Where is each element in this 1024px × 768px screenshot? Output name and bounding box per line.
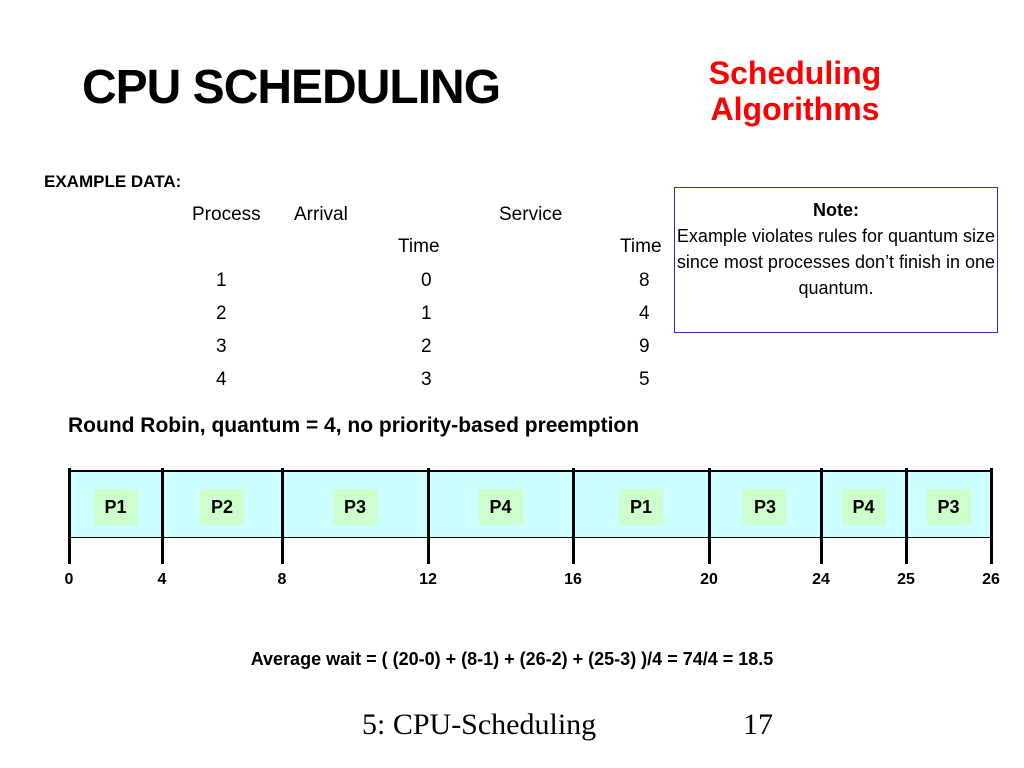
gantt-process-label: P1	[93, 489, 138, 525]
gantt-tick-label: 8	[277, 571, 287, 588]
gantt-process-label: P2	[200, 489, 244, 525]
table-subheader-service-time: Time	[620, 236, 662, 257]
gantt-tick	[67, 468, 71, 564]
subtitle-line-1: Scheduling	[708, 55, 882, 91]
gantt-tick	[819, 468, 823, 564]
note-box: Note: Example violates rules for quantum…	[674, 187, 998, 333]
table-header-process: Process	[192, 204, 261, 225]
note-heading: Note:	[813, 200, 859, 220]
gantt-tick-label: 16	[564, 571, 582, 588]
gantt-process-label: P1	[619, 489, 663, 525]
gantt-tick	[160, 468, 164, 564]
table-header-arrival: Arrival	[294, 204, 348, 225]
table-cell: 3	[216, 336, 227, 357]
gantt-process-label: P4	[841, 489, 886, 525]
gantt-tick	[707, 468, 711, 564]
gantt-tick	[280, 468, 284, 564]
footer-title: 5: CPU-Scheduling	[362, 708, 597, 741]
table-cell: 5	[639, 369, 650, 390]
table-header-service: Service	[499, 204, 563, 225]
slide-subtitle: Scheduling Algorithms	[660, 55, 930, 127]
table-cell: 0	[421, 270, 432, 291]
table-cell: 1	[421, 303, 432, 324]
table-cell: 4	[216, 369, 227, 390]
gantt-tick-label: 4	[157, 571, 167, 588]
gantt-process-label: P3	[743, 489, 787, 525]
gantt-tick-label: 25	[897, 571, 915, 588]
table-cell: 3	[421, 369, 432, 390]
table-cell: 9	[639, 336, 650, 357]
gantt-tick-label: 20	[700, 571, 718, 588]
gantt-tick-label: 24	[812, 571, 830, 588]
table-cell: 2	[216, 303, 227, 324]
gantt-tick	[989, 468, 993, 564]
table-cell: 4	[639, 303, 650, 324]
gantt-tick	[426, 468, 430, 564]
gantt-process-label: P3	[926, 489, 971, 525]
table-cell: 8	[639, 270, 650, 291]
example-data-label: EXAMPLE DATA:	[44, 172, 182, 191]
gantt-process-label: P3	[333, 489, 377, 525]
gantt-tick-label: 26	[982, 571, 1000, 588]
table-subheader-arrival-time: Time	[398, 236, 440, 257]
gantt-tick	[904, 468, 908, 564]
table-cell: 1	[216, 270, 227, 291]
gantt-tick	[571, 468, 575, 564]
gantt-tick-label: 12	[419, 571, 437, 588]
average-wait-formula: Average wait = ( (20-0) + (8-1) + (26-2)…	[250, 649, 774, 669]
note-body: Example violates rules for quantum size …	[676, 226, 996, 298]
table-cell: 2	[421, 336, 432, 357]
round-robin-title: Round Robin, quantum = 4, no priority-ba…	[68, 414, 640, 437]
slide-title: CPU SCHEDULING	[82, 61, 501, 114]
subtitle-line-2: Algorithms	[710, 91, 880, 127]
page-number: 17	[743, 708, 773, 741]
gantt-tick-label: 0	[64, 571, 74, 588]
gantt-process-label: P4	[478, 489, 523, 525]
